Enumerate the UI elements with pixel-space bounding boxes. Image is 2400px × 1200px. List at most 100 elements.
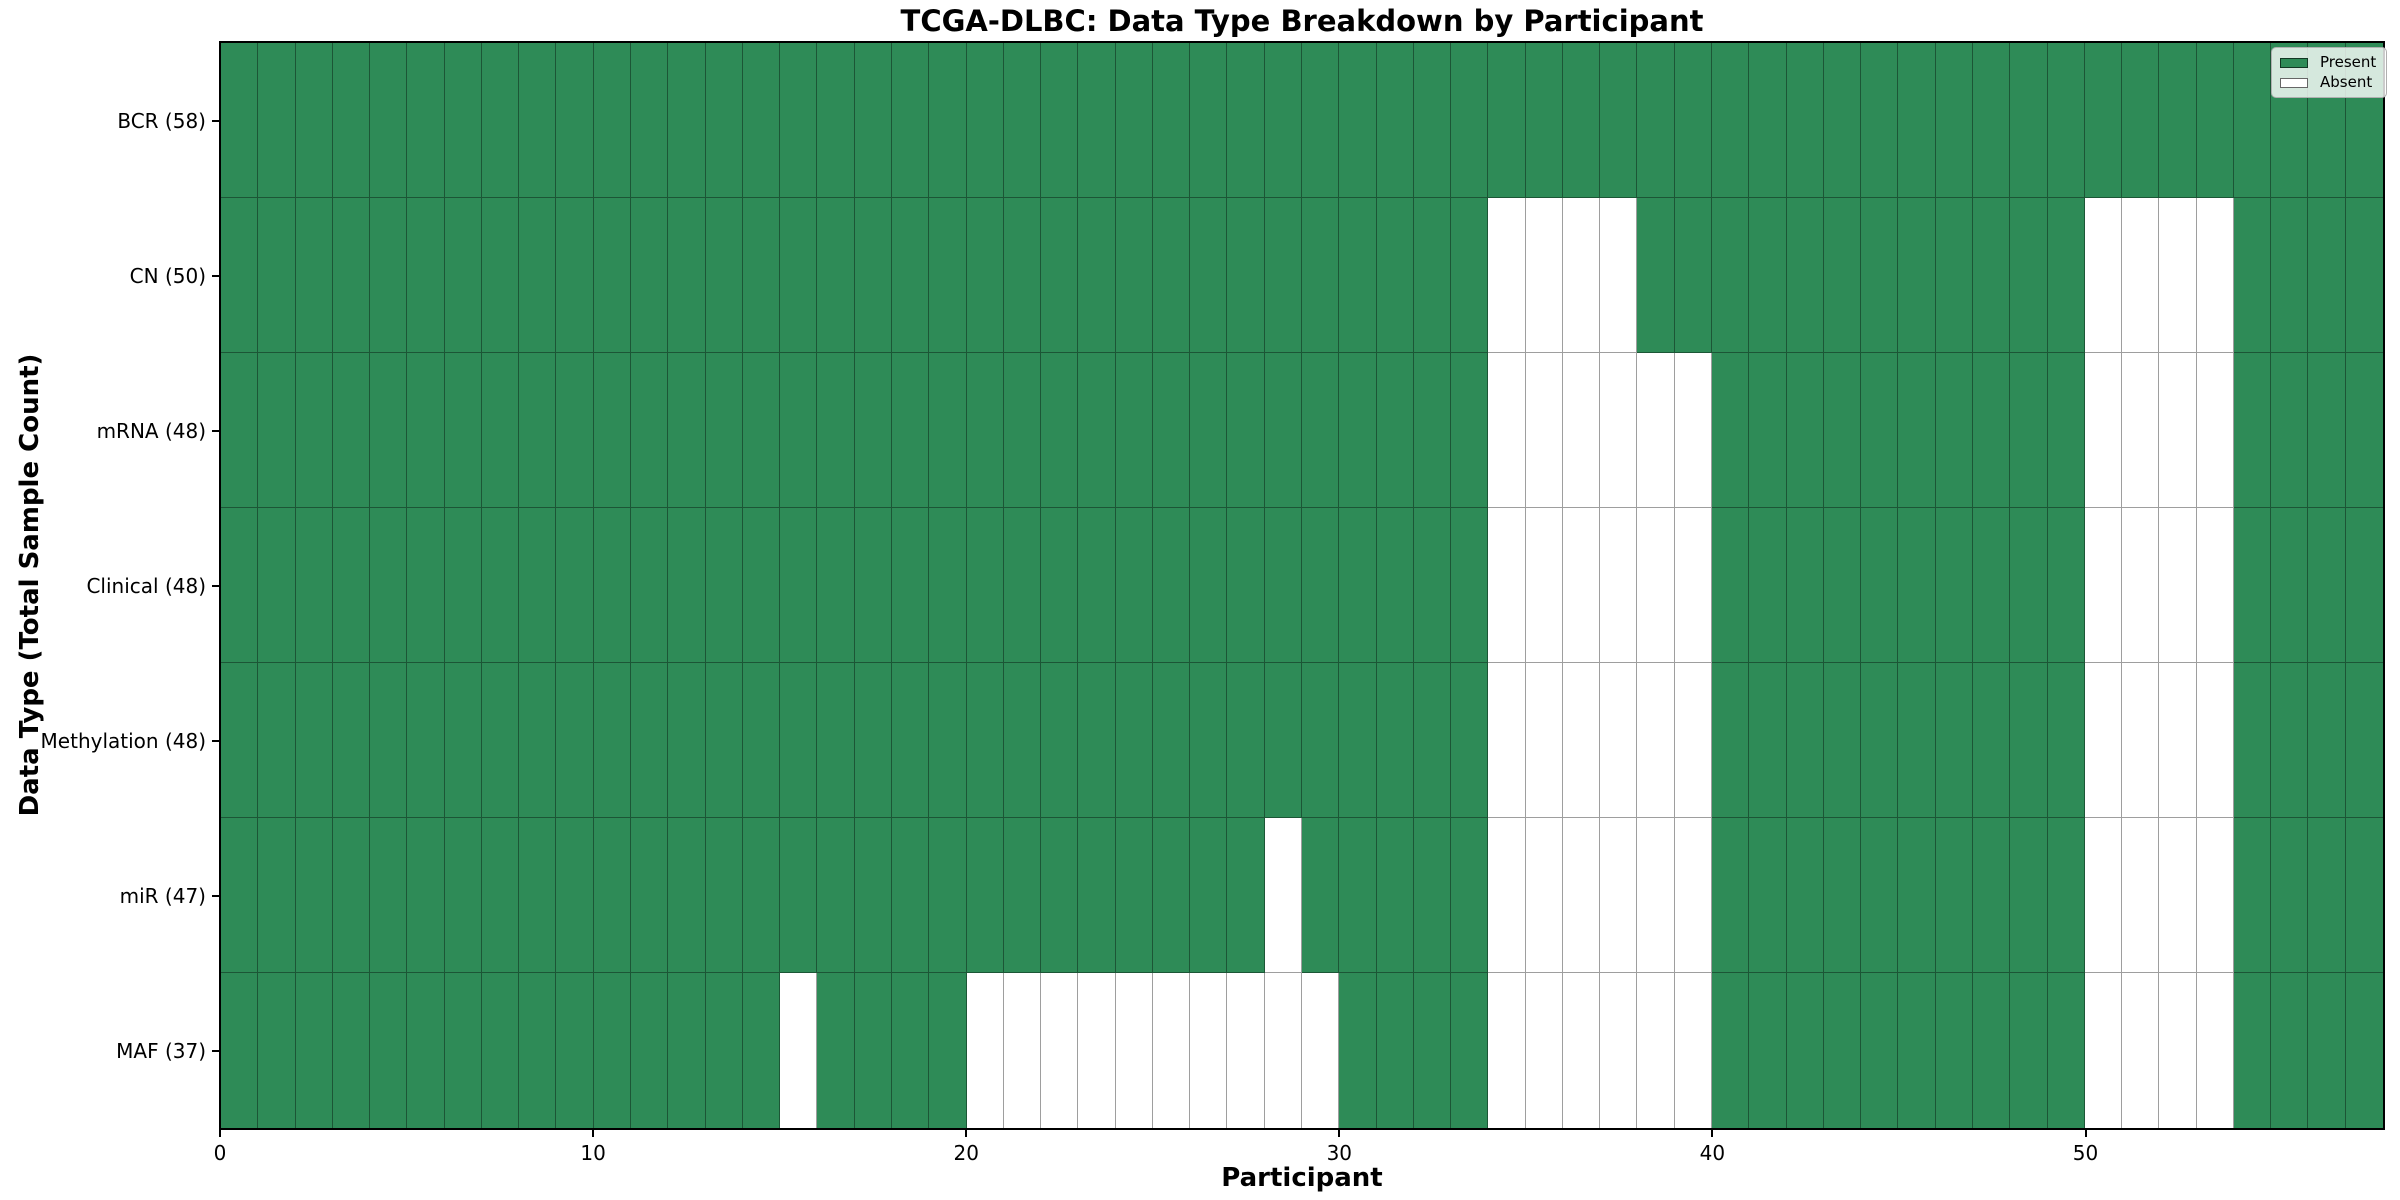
heatmap-cell — [929, 508, 967, 663]
heatmap-cell — [1712, 198, 1750, 353]
heatmap-cell — [1898, 663, 1936, 818]
heatmap-cell — [1823, 663, 1862, 818]
heatmap-cell — [370, 508, 408, 663]
heatmap-cell — [1525, 198, 1563, 353]
legend-item-absent: Absent — [2280, 75, 2376, 90]
heatmap-cell — [2084, 198, 2123, 353]
heatmap-cell — [2084, 508, 2123, 663]
heatmap-cell — [1562, 43, 1601, 198]
heatmap-cell — [891, 818, 930, 973]
heatmap-cell — [2308, 198, 2346, 353]
heatmap-cell — [258, 508, 296, 663]
heatmap-cell — [1786, 353, 1824, 508]
heatmap-cell — [1935, 818, 1973, 973]
heatmap-cell — [481, 198, 520, 353]
heatmap-cell — [817, 198, 855, 353]
heatmap-cell — [1488, 818, 1526, 973]
heatmap-cell — [2047, 818, 2085, 973]
heatmap-cell — [1302, 818, 1340, 973]
heatmap-cell — [1935, 973, 1973, 1128]
heatmap-cell — [891, 508, 930, 663]
heatmap-cell — [705, 508, 743, 663]
heatmap-cell — [1972, 198, 2011, 353]
heatmap-cell — [1413, 198, 1452, 353]
heatmap-cell — [1972, 353, 2011, 508]
heatmap-cell — [2084, 353, 2123, 508]
heatmap-cell — [1376, 508, 1414, 663]
heatmap-cell — [1749, 43, 1787, 198]
heatmap-cell — [1339, 43, 1377, 198]
heatmap-cell — [742, 663, 781, 818]
heatmap-cell — [817, 508, 855, 663]
heatmap-cell — [1227, 508, 1265, 663]
heatmap-cell — [1190, 818, 1228, 973]
heatmap-cell — [1376, 973, 1414, 1128]
y-tick-mark — [212, 429, 219, 432]
heatmap-cell — [407, 508, 445, 663]
heatmap-cell — [258, 818, 296, 973]
heatmap-cell — [332, 508, 371, 663]
heatmap-cell — [1152, 663, 1191, 818]
heatmap-cell — [2271, 353, 2309, 508]
heatmap-cell — [705, 198, 743, 353]
heatmap-cell — [2010, 198, 2048, 353]
heatmap-cell — [1786, 663, 1824, 818]
heatmap-cell — [1749, 973, 1787, 1128]
present-swatch-icon — [2280, 57, 2308, 68]
x-tick-label: 50 — [2072, 1141, 2099, 1165]
heatmap-cell — [2122, 973, 2160, 1128]
heatmap-cell — [2196, 663, 2234, 818]
heatmap-cell — [854, 508, 892, 663]
heatmap-cell — [2271, 508, 2309, 663]
heatmap-cell — [1115, 353, 1153, 508]
heatmap-cell — [1152, 198, 1191, 353]
heatmap-cell — [1823, 353, 1862, 508]
y-tick-label: MAF (37) — [116, 1038, 206, 1063]
heatmap-cell — [1003, 973, 1042, 1128]
heatmap-cell — [742, 198, 781, 353]
heatmap-cell — [1339, 198, 1377, 353]
heatmap-cell — [1302, 198, 1340, 353]
heatmap-cell — [854, 198, 892, 353]
absent-swatch-icon — [2280, 77, 2308, 88]
heatmap-cell — [1861, 973, 1899, 1128]
heatmap-cell — [854, 353, 892, 508]
heatmap-cell — [1935, 663, 1973, 818]
heatmap-cell — [1600, 508, 1638, 663]
heatmap-cell — [295, 198, 333, 353]
heatmap-cell — [817, 818, 855, 973]
heatmap-grid — [221, 43, 2383, 1128]
heatmap-cell — [295, 508, 333, 663]
heatmap-cell — [1264, 198, 1302, 353]
heatmap-cell — [1115, 818, 1153, 973]
heatmap-cell — [2271, 198, 2309, 353]
y-tick-mark — [212, 739, 219, 742]
legend: Present Absent — [2271, 47, 2388, 98]
heatmap-cell — [1488, 43, 1526, 198]
heatmap-cell — [780, 43, 818, 198]
heatmap-cell — [1451, 973, 1489, 1128]
x-axis-label: Participant — [1221, 1163, 1383, 1193]
heatmap-cell — [1525, 43, 1563, 198]
heatmap-cell — [556, 663, 594, 818]
heatmap-cell — [481, 508, 520, 663]
heatmap-cell — [1935, 198, 1973, 353]
legend-label-present: Present — [2320, 53, 2377, 71]
y-tick-label: miR (47) — [119, 883, 206, 908]
heatmap-cell — [407, 663, 445, 818]
heatmap-cell — [1152, 973, 1191, 1128]
heatmap-cell — [1674, 973, 1713, 1128]
heatmap-cell — [444, 198, 482, 353]
heatmap-cell — [1264, 818, 1302, 973]
heatmap-cell — [742, 973, 781, 1128]
x-tick-mark — [219, 1129, 221, 1137]
heatmap-cell — [2308, 508, 2346, 663]
heatmap-cell — [221, 353, 259, 508]
y-tick-label: mRNA (48) — [96, 418, 206, 443]
heatmap-cell — [929, 198, 967, 353]
y-tick-mark — [212, 1049, 219, 1052]
heatmap-cell — [1041, 663, 1079, 818]
x-tick-label: 10 — [580, 1141, 606, 1165]
heatmap-cell — [1637, 353, 1675, 508]
heatmap-cell — [1041, 818, 1079, 973]
